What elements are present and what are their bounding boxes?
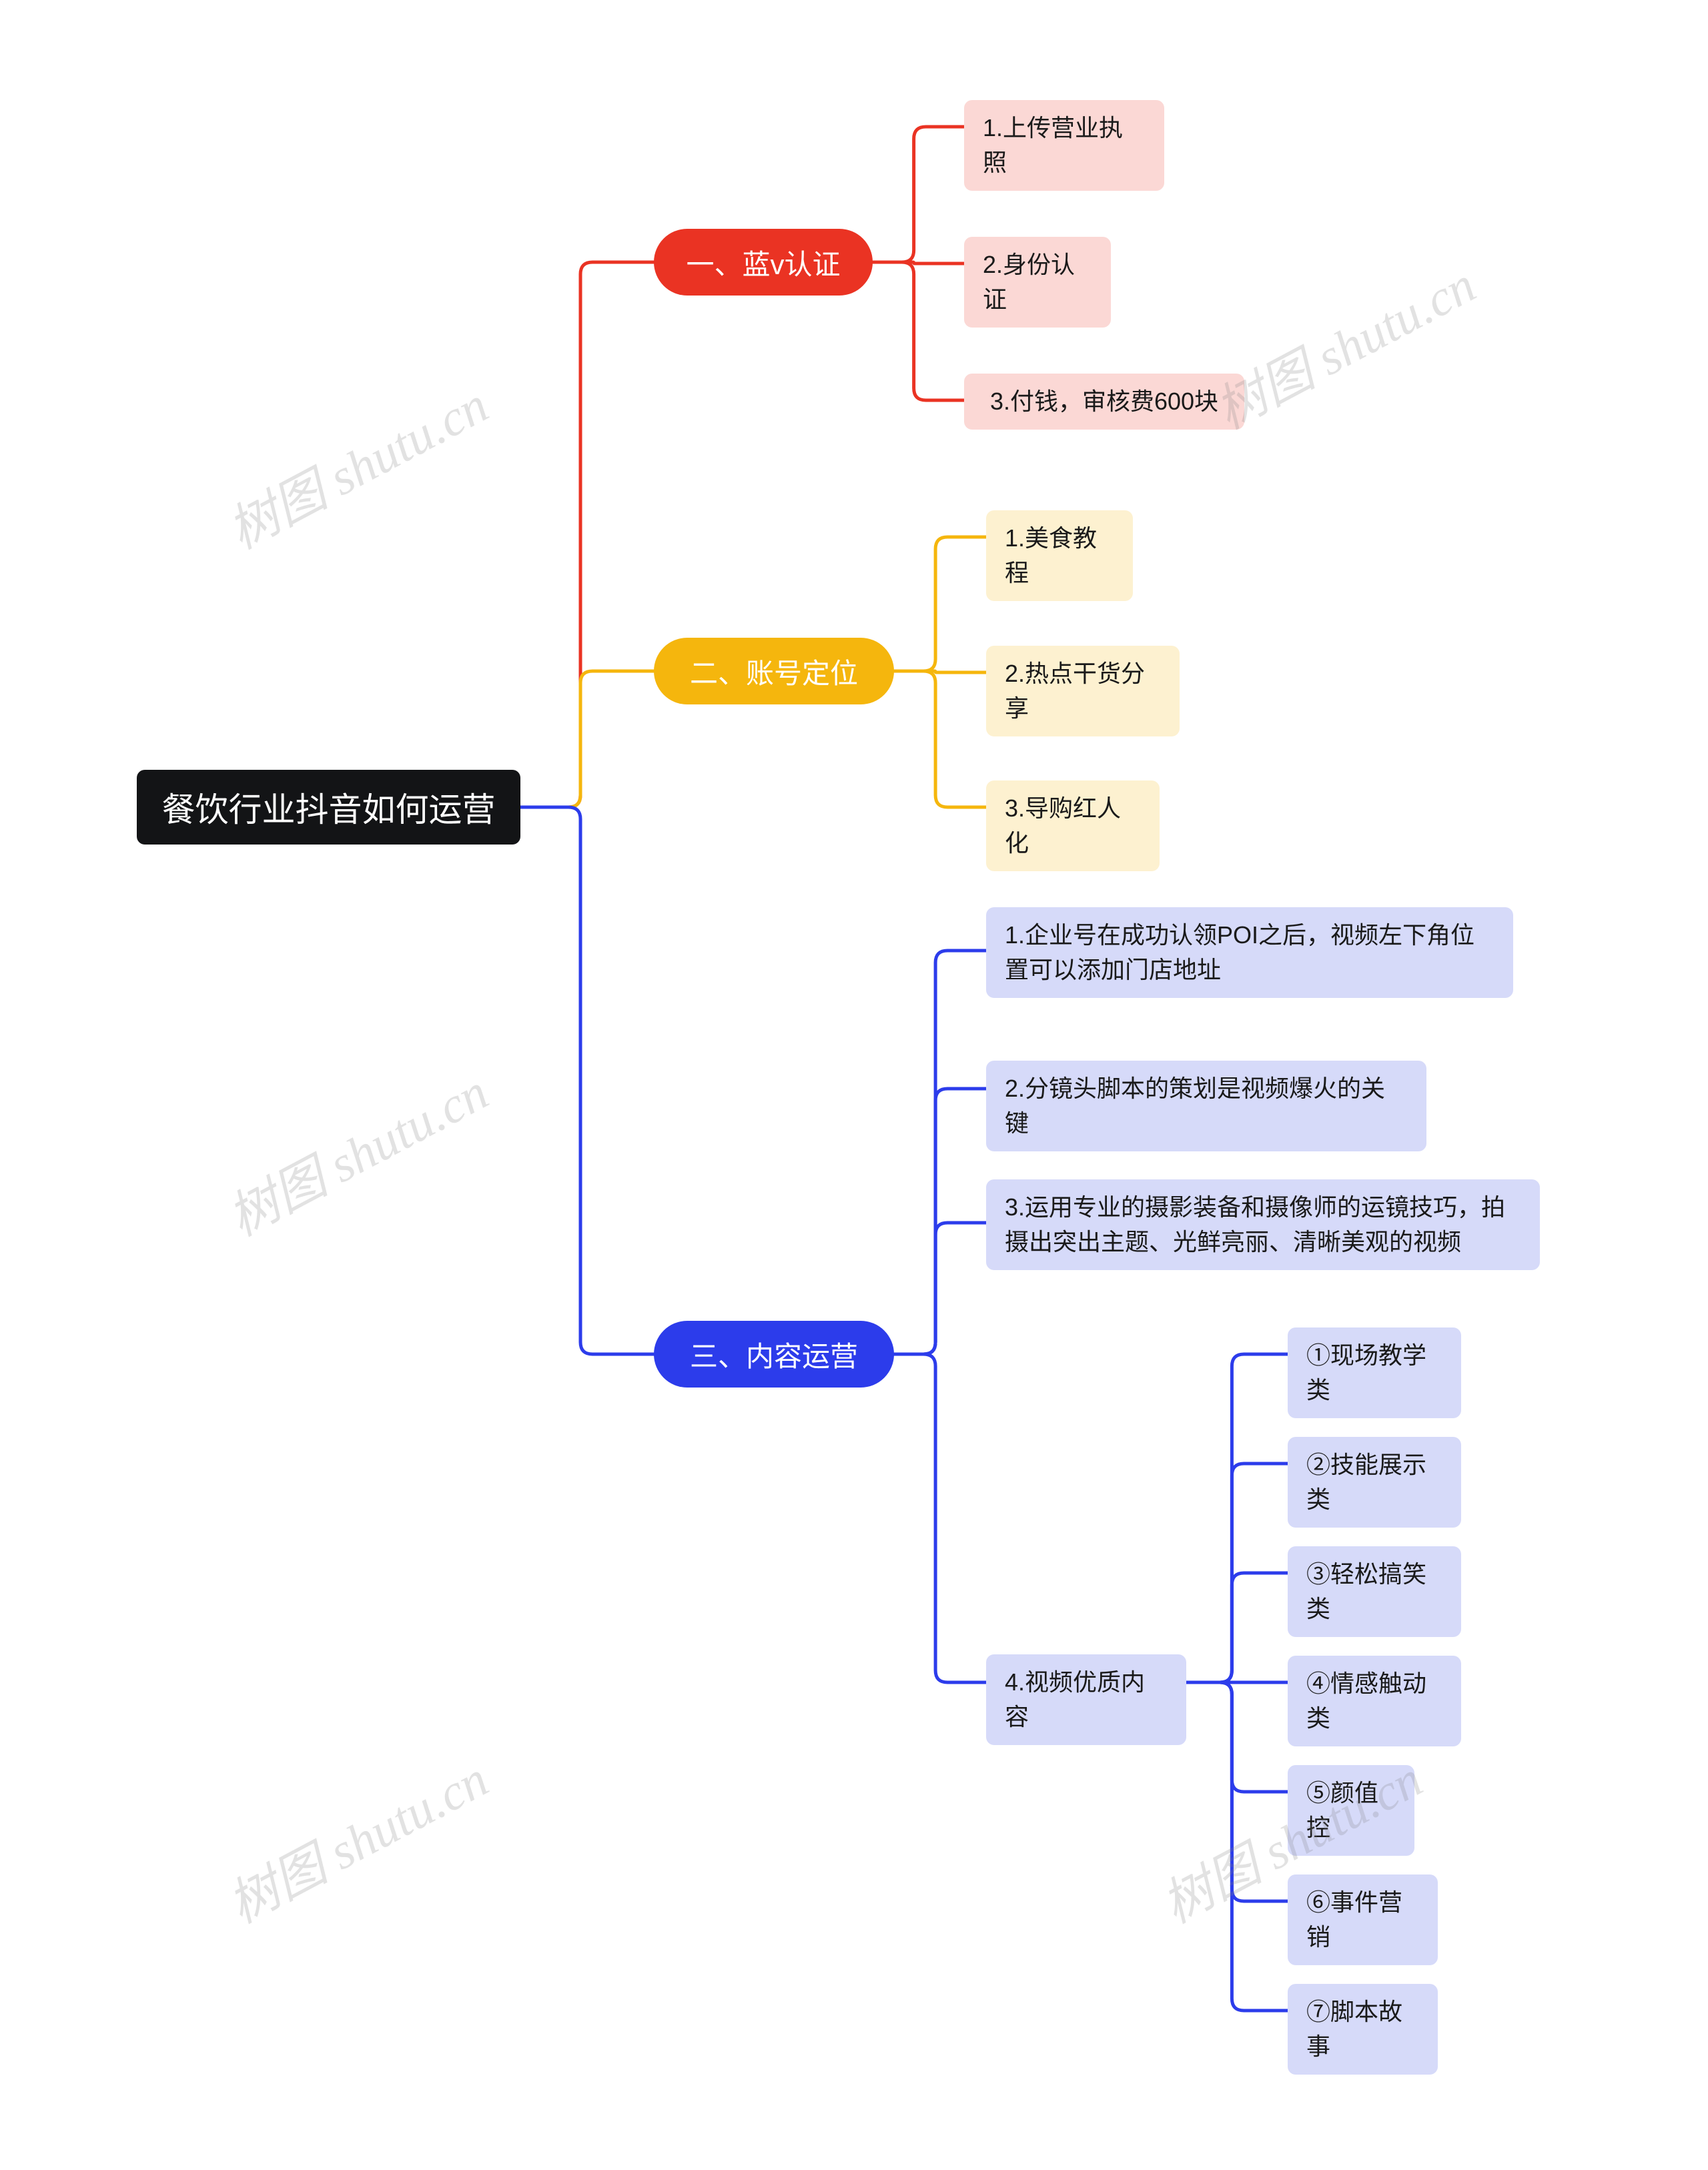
leaf-b2-1[interactable]: 2.热点干货分享	[986, 646, 1180, 736]
mindmap-root[interactable]: 餐饮行业抖音如何运营	[137, 770, 520, 845]
leaf-b3-3-0[interactable]: ①现场教学类	[1288, 1327, 1461, 1418]
watermark: 树图 shutu.cn	[1200, 244, 1486, 442]
leaf-b3-0[interactable]: 1.企业号在成功认领POI之后，视频左下角位置可以添加门店地址	[986, 907, 1513, 998]
leaf-b3-3-1[interactable]: ②技能展示类	[1288, 1437, 1461, 1528]
leaf-b2-2[interactable]: 3.导购红人化	[986, 780, 1160, 871]
watermark: 树图 shutu.cn	[213, 1051, 498, 1249]
branch-b3[interactable]: 三、内容运营	[654, 1321, 894, 1388]
branch-b1[interactable]: 一、蓝v认证	[654, 229, 873, 296]
leaf-b3-3-5[interactable]: ⑥事件营销	[1288, 1874, 1438, 1965]
branch-b2[interactable]: 二、账号定位	[654, 638, 894, 704]
leaf-b1-0[interactable]: 1.上传营业执照	[964, 100, 1164, 191]
leaf-b3-1[interactable]: 2.分镜头脚本的策划是视频爆火的关键	[986, 1061, 1426, 1151]
leaf-b3-3-6[interactable]: ⑦脚本故事	[1288, 1984, 1438, 2075]
leaf-b1-1[interactable]: 2.身份认证	[964, 237, 1111, 328]
watermark: 树图 shutu.cn	[213, 1738, 498, 1937]
leaf-b2-0[interactable]: 1.美食教程	[986, 510, 1133, 601]
watermark: 树图 shutu.cn	[213, 364, 498, 562]
leaf-b3-2[interactable]: 3.运用专业的摄影装备和摄像师的运镜技巧，拍摄出突出主题、光鲜亮丽、清晰美观的视…	[986, 1179, 1540, 1270]
leaf-b3-3-2[interactable]: ③轻松搞笑类	[1288, 1546, 1461, 1637]
leaf-b3-3[interactable]: 4.视频优质内容	[986, 1654, 1186, 1745]
leaf-b3-3-3[interactable]: ④情感触动类	[1288, 1656, 1461, 1746]
